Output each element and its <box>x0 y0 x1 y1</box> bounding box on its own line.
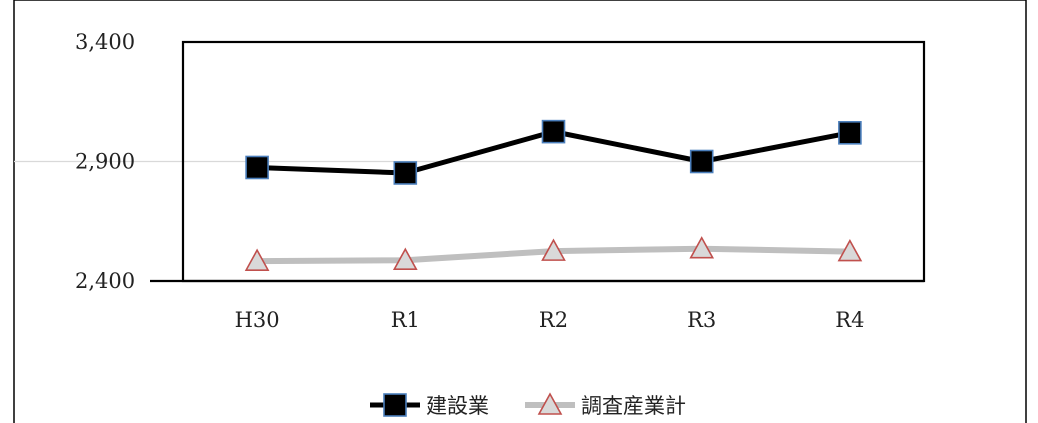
x-tick-label: R4 <box>835 308 864 332</box>
data-point-construction <box>838 121 862 145</box>
x-tick-label: R2 <box>539 308 568 332</box>
data-point-construction <box>393 161 418 185</box>
data-point-all-industries <box>244 248 270 271</box>
data-point-construction <box>245 155 269 180</box>
data-point-all-industries <box>837 238 863 262</box>
data-point-all-industries <box>541 238 566 261</box>
series-layer <box>244 119 863 271</box>
legend: 建設業 調査産業計 <box>370 392 686 418</box>
data-point-all-industries <box>392 247 418 271</box>
data-point-construction <box>689 149 714 174</box>
legend-label: 調査産業計 <box>581 394 686 418</box>
axis-layer: 2,400 2,900 3,400 H30 R1 R2 R3 R4 <box>75 30 926 332</box>
data-point-all-industries <box>689 236 715 259</box>
legend-swatch-marker <box>537 392 563 415</box>
x-tick-label: R3 <box>687 308 716 332</box>
legend-label: 建設業 <box>426 394 489 418</box>
legend-swatch-marker <box>383 393 407 417</box>
y-tick-label: 2,400 <box>75 269 135 293</box>
y-tick-label: 3,400 <box>75 30 135 54</box>
legend-item-all-industries: 調査産業計 <box>525 392 686 418</box>
x-tick-label: R1 <box>391 308 420 332</box>
x-tick-label: H30 <box>235 308 280 332</box>
y-tick-label: 2,900 <box>75 150 135 174</box>
data-point-construction <box>541 119 566 144</box>
legend-item-construction: 建設業 <box>370 393 489 418</box>
